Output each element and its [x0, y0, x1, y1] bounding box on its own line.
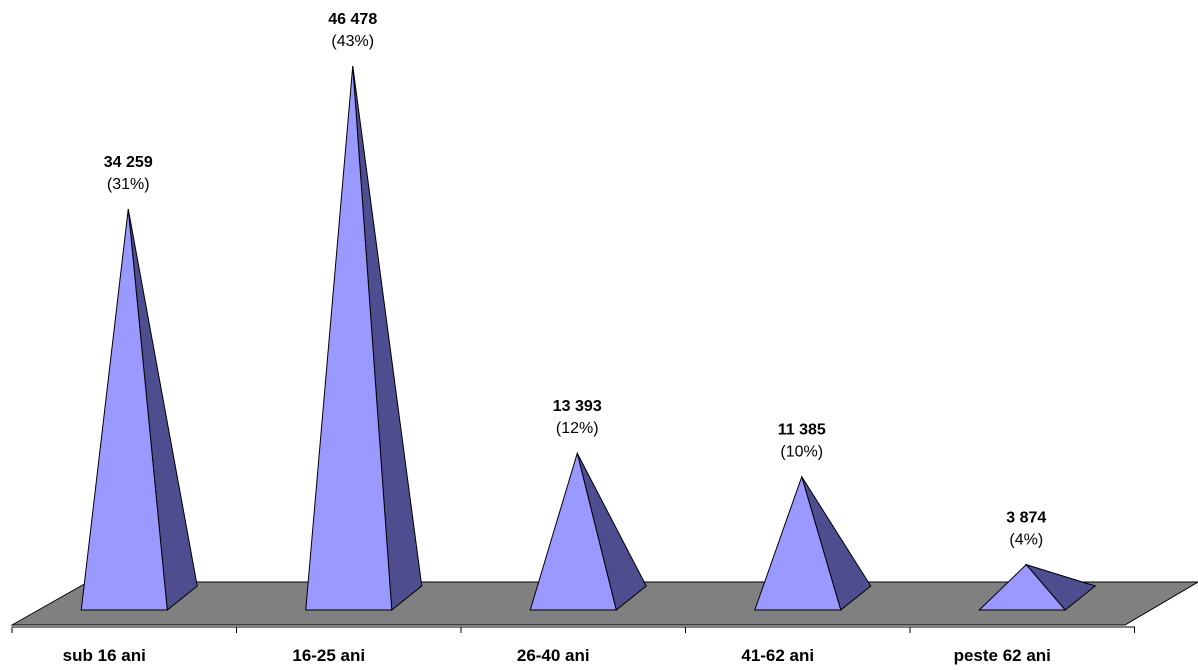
- category-tick-label: peste 62 ani: [954, 646, 1051, 665]
- data-label-value: 3 874: [1006, 510, 1046, 527]
- data-label-percent: (43%): [331, 33, 374, 50]
- data-label-value: 13 393: [553, 398, 602, 415]
- pyramid-front-face: [754, 475, 842, 611]
- pyramid-bar: [754, 475, 872, 611]
- pyramid-front-face: [978, 563, 1067, 611]
- pyramid-bar: [529, 451, 647, 611]
- pyramid-front-face: [80, 208, 168, 611]
- pyramid-bar: [80, 208, 198, 611]
- pyramid-bar: [978, 563, 1097, 611]
- pyramid-bar: [305, 65, 423, 611]
- data-label-percent: (4%): [1009, 532, 1043, 549]
- data-label-value: 34 259: [104, 154, 153, 171]
- data-label-value: 11 385: [778, 422, 826, 439]
- pyramid-front-face: [529, 451, 617, 611]
- category-tick-label: 41-62 ani: [741, 646, 814, 665]
- data-label-percent: (31%): [107, 176, 150, 193]
- data-label-value: 46 478: [328, 11, 377, 28]
- category-tick-label: 26-40 ani: [517, 646, 590, 665]
- category-tick-label: 16-25 ani: [292, 646, 365, 665]
- data-label-percent: (10%): [780, 444, 823, 461]
- category-tick-label: sub 16 ani: [63, 646, 146, 665]
- pyramid-front-face: [305, 65, 393, 611]
- data-label-percent: (12%): [556, 420, 599, 437]
